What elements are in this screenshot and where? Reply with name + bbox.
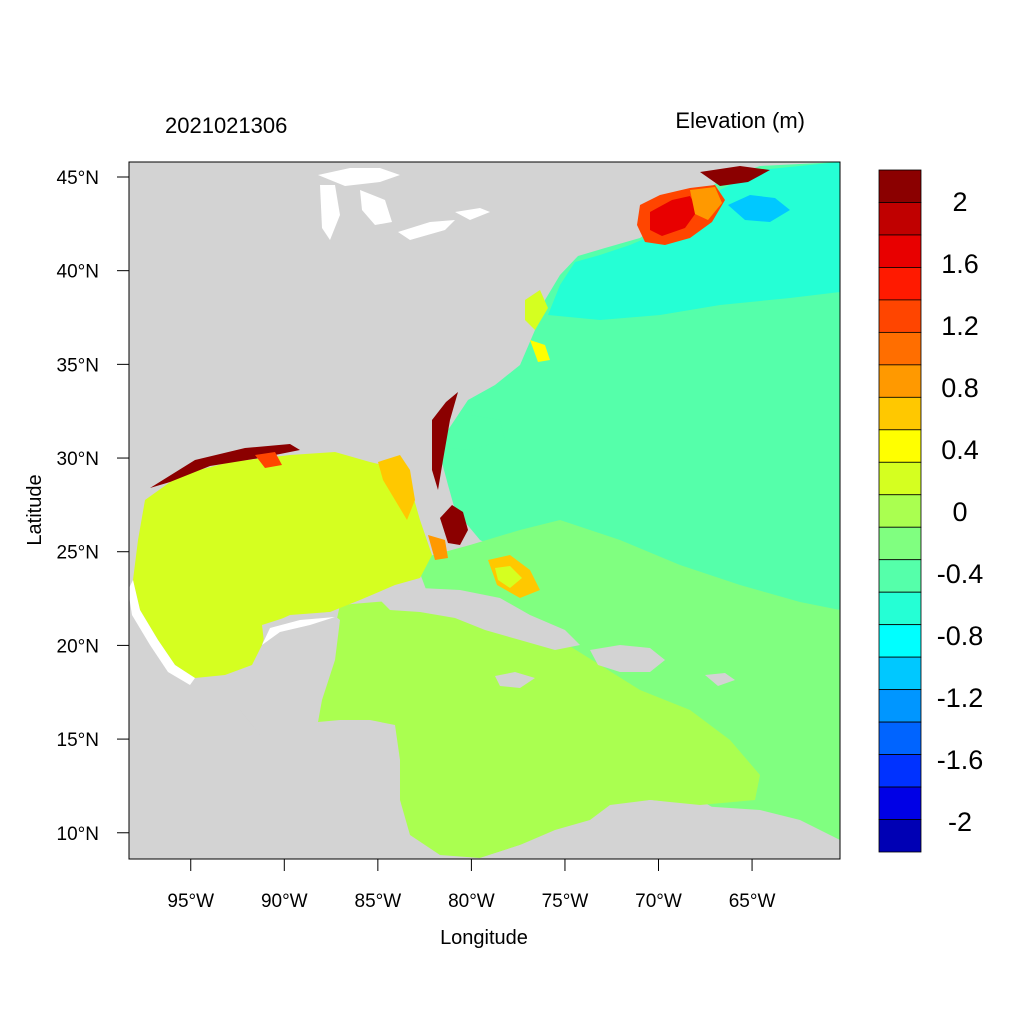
land-jamaica — [495, 672, 535, 688]
ocean-region-atlantic-shelf — [448, 415, 505, 450]
lon-tick-label: 95°W — [167, 891, 214, 912]
lon-tick-label: 75°W — [542, 891, 589, 912]
map-panel — [129, 162, 840, 859]
surge-edge-northeast — [700, 166, 770, 186]
surge-gradient-gulf-of-maine — [690, 187, 722, 220]
lat-tick-label: 20°N — [57, 636, 99, 657]
coastal-outline-mexico — [129, 580, 195, 685]
surge-region-pamlico — [530, 340, 550, 362]
colorbar-swatch — [878, 559, 922, 593]
timestamp-title: 2021021306 — [165, 113, 287, 138]
colorbar-swatch — [878, 461, 922, 496]
colorbar-label: -0.4 — [937, 559, 984, 589]
surge-region-west-florida — [378, 455, 415, 520]
colorbar-label: 0 — [952, 497, 967, 527]
lake-ontario — [455, 208, 490, 220]
variable-title: Elevation (m) — [675, 108, 805, 133]
colorbar-swatch — [878, 721, 922, 755]
colorbar: 2 1.6 1.2 0.8 0.4 0 -0.4 -0.8 -1.2 -1.6 -2 — [878, 169, 984, 853]
surge-core-gulf-of-maine — [650, 196, 698, 236]
lat-tick-label: 30°N — [57, 449, 99, 470]
lake-superior — [318, 168, 400, 186]
land-cuba — [380, 588, 580, 650]
colorbar-swatch — [878, 689, 922, 723]
land-south-america — [477, 800, 840, 859]
colorbar-swatch — [878, 299, 922, 333]
lake-erie — [398, 220, 455, 240]
lon-tick-label: 80°W — [448, 891, 495, 912]
land-puerto-rico — [705, 673, 735, 686]
colorbar-swatch — [878, 364, 922, 398]
surge-region-chesapeake — [525, 290, 548, 330]
map-frame — [128, 161, 841, 860]
colorbar-label: 0.8 — [941, 373, 979, 403]
lon-tick-label: 90°W — [261, 891, 308, 912]
lat-tick-label: 15°N — [57, 730, 99, 751]
lat-tick-label: 40°N — [57, 262, 99, 283]
colorbar-label: -1.6 — [937, 745, 984, 775]
colorbar-swatch — [878, 429, 922, 463]
latitude-axis: 45°N 40°N 35°N 30°N 25°N 20°N 15°N 10°N — [57, 168, 129, 845]
colorbar-swatch — [878, 591, 922, 626]
colorbar-swatch — [878, 526, 922, 561]
lon-tick-label: 65°W — [729, 891, 776, 912]
surge-fringe-southeast-coast — [432, 392, 458, 490]
ocean-region-gulf-of-mexico — [133, 452, 432, 678]
land-hispaniola — [590, 645, 665, 672]
colorbar-swatch — [878, 819, 922, 853]
colorbar-label: -2 — [948, 807, 972, 837]
colorbar-label: -1.2 — [937, 683, 984, 713]
colorbar-swatch — [878, 494, 922, 528]
surge-region-mississippi-delta — [255, 452, 282, 468]
colorbar-label: 1.2 — [941, 311, 979, 341]
lon-tick-label: 85°W — [355, 891, 402, 912]
surge-region-florida-keys — [428, 535, 448, 560]
colorbar-swatch — [878, 624, 922, 658]
lat-tick-label: 35°N — [57, 355, 99, 376]
lat-tick-label: 10°N — [57, 824, 99, 845]
lat-tick-label: 45°N — [57, 168, 99, 189]
lon-tick-label: 70°W — [635, 891, 682, 912]
colorbar-swatch — [878, 267, 922, 301]
colorbar-swatch — [878, 786, 922, 820]
surge-region-south-florida — [440, 505, 468, 545]
colorbar-swatch — [878, 169, 922, 203]
colorbar-swatch — [878, 396, 922, 431]
surge-region-fundy — [728, 195, 790, 222]
lake-huron — [360, 190, 392, 225]
lat-tick-label: 25°N — [57, 543, 99, 564]
colorbar-label: 1.6 — [941, 249, 979, 279]
colorbar-swatch — [878, 202, 922, 236]
colorbar-swatch — [878, 331, 922, 366]
colorbar-label: -0.8 — [937, 621, 984, 651]
colorbar-label: 0.4 — [941, 435, 979, 465]
lake-michigan — [320, 185, 340, 240]
colorbar-swatch — [878, 656, 922, 691]
colorbar-swatch — [878, 234, 922, 268]
colorbar-swatch — [878, 754, 922, 788]
longitude-axis: 95°W 90°W 85°W 80°W 75°W 70°W 65°W — [167, 859, 775, 912]
colorbar-label: 2 — [952, 187, 967, 217]
shallow-bank-bahamas-inner — [495, 566, 522, 588]
x-axis-label: Longitude — [440, 927, 528, 949]
ocean-region-caribbean-sea — [318, 600, 760, 858]
coastal-outline-yucatan — [262, 617, 335, 645]
y-axis-label: Latitude — [24, 474, 46, 545]
